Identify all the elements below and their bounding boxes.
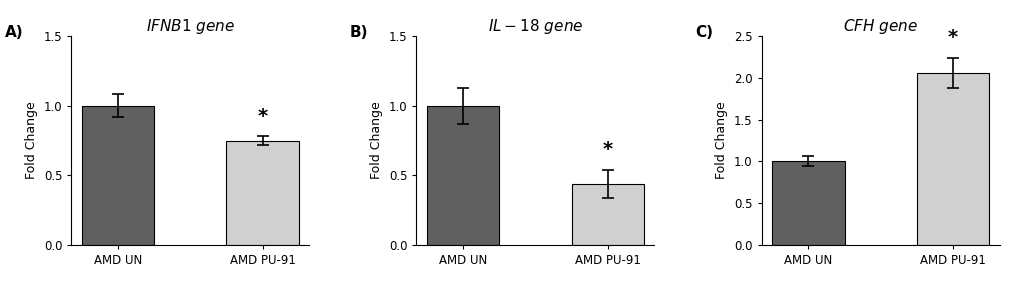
Y-axis label: Fold Change: Fold Change <box>714 102 728 179</box>
Y-axis label: Fold Change: Fold Change <box>25 102 38 179</box>
Bar <box>916 73 987 245</box>
Title: $\bf{\it{IFNB1}}$ $\bf{\it{gene}}$: $\bf{\it{IFNB1}}$ $\bf{\it{gene}}$ <box>146 17 234 36</box>
Bar <box>83 106 154 245</box>
Text: C): C) <box>694 25 712 40</box>
Title: $\bf{\it{CFH}}$ $\bf{\it{gene}}$: $\bf{\it{CFH}}$ $\bf{\it{gene}}$ <box>842 17 917 36</box>
Title: $\bf{\it{IL-18}}$ $\bf{\it{gene}}$: $\bf{\it{IL-18}}$ $\bf{\it{gene}}$ <box>487 17 583 36</box>
Text: *: * <box>602 140 612 159</box>
Text: B): B) <box>350 25 368 40</box>
Text: *: * <box>947 28 957 47</box>
Bar <box>571 184 643 245</box>
Text: *: * <box>257 107 267 126</box>
Bar <box>427 106 499 245</box>
Y-axis label: Fold Change: Fold Change <box>370 102 383 179</box>
Text: A): A) <box>5 25 23 40</box>
Bar <box>771 161 844 245</box>
Bar <box>226 141 299 245</box>
